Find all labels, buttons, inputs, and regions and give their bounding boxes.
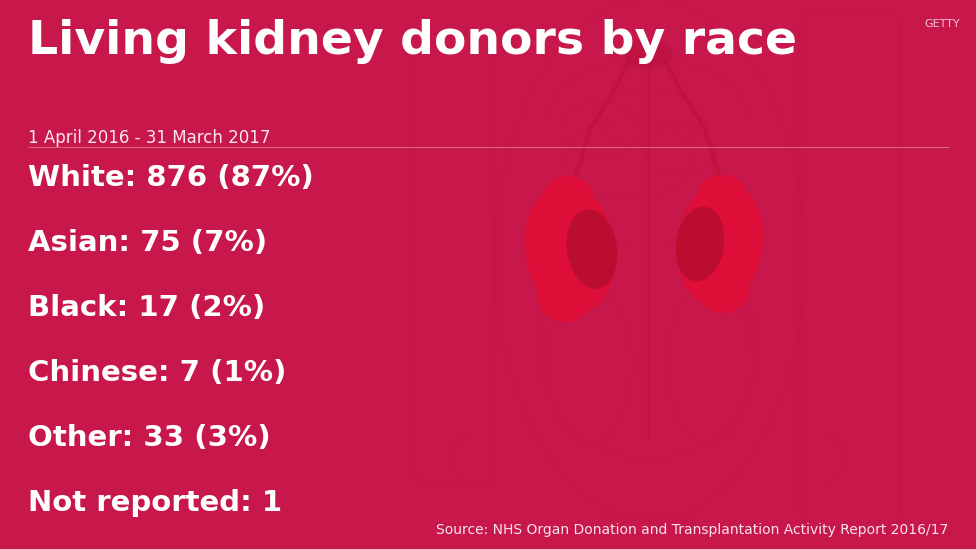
Ellipse shape <box>675 207 724 281</box>
Ellipse shape <box>567 209 618 289</box>
Text: White: 876 (87%): White: 876 (87%) <box>28 164 313 192</box>
Ellipse shape <box>543 176 593 218</box>
Text: Not reported: 1: Not reported: 1 <box>28 489 282 517</box>
Ellipse shape <box>697 265 749 313</box>
Text: 1 April 2016 - 31 March 2017: 1 April 2016 - 31 March 2017 <box>28 129 270 147</box>
Text: Asian: 75 (7%): Asian: 75 (7%) <box>28 229 267 257</box>
Text: Source: NHS Organ Donation and Transplantation Activity Report 2016/17: Source: NHS Organ Donation and Transplan… <box>435 523 948 537</box>
Ellipse shape <box>697 175 747 217</box>
Ellipse shape <box>623 39 673 69</box>
Ellipse shape <box>524 184 616 313</box>
Text: Living kidney donors by race: Living kidney donors by race <box>28 19 797 64</box>
Text: Other: 33 (3%): Other: 33 (3%) <box>28 424 270 452</box>
Text: Chinese: 7 (1%): Chinese: 7 (1%) <box>28 359 286 387</box>
Text: GETTY: GETTY <box>924 19 960 29</box>
Text: Black: 17 (2%): Black: 17 (2%) <box>28 294 265 322</box>
Ellipse shape <box>538 272 592 322</box>
Ellipse shape <box>677 182 763 306</box>
